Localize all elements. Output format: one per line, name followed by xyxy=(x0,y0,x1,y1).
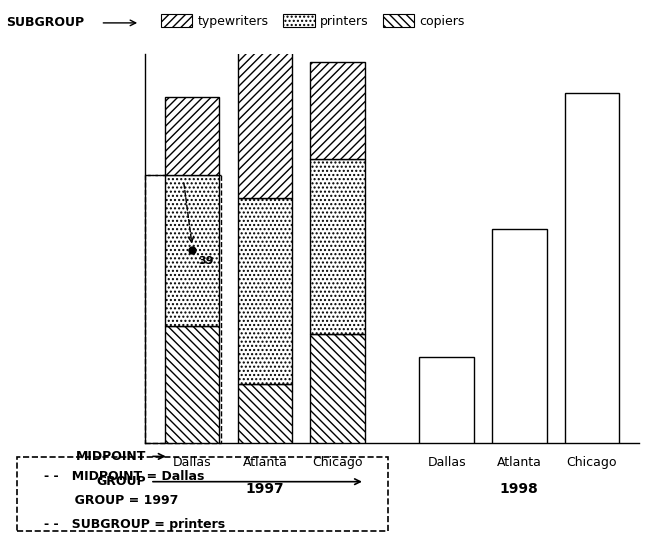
Text: 1997: 1997 xyxy=(246,482,284,496)
Text: Chicago: Chicago xyxy=(312,456,363,469)
Bar xyxy=(238,198,292,384)
Text: Atlanta: Atlanta xyxy=(243,456,287,469)
Text: - -   SUBGROUP = printers: - - SUBGROUP = printers xyxy=(43,518,225,531)
Text: Chicago: Chicago xyxy=(567,456,617,469)
Text: SUBGROUP: SUBGROUP xyxy=(7,16,85,29)
Bar xyxy=(238,0,292,198)
Legend: typewriters, printers, copiers: typewriters, printers, copiers xyxy=(161,14,465,28)
Bar xyxy=(492,229,546,443)
Bar xyxy=(165,97,219,174)
Bar xyxy=(145,174,221,443)
Text: 39: 39 xyxy=(198,256,214,266)
Bar xyxy=(419,357,474,443)
Text: MIDPOINT: MIDPOINT xyxy=(76,450,146,463)
Bar xyxy=(310,334,365,443)
Bar xyxy=(565,93,619,443)
Text: Dallas: Dallas xyxy=(427,456,466,469)
Bar xyxy=(165,326,219,443)
Text: - -   MIDPOINT = Dallas: - - MIDPOINT = Dallas xyxy=(43,470,204,483)
Text: 1998: 1998 xyxy=(500,482,538,496)
Text: GROUP: GROUP xyxy=(97,475,146,488)
Text: Dallas: Dallas xyxy=(173,456,212,469)
Bar xyxy=(238,384,292,443)
Bar xyxy=(310,159,365,334)
Bar xyxy=(165,174,219,326)
Text: GROUP = 1997: GROUP = 1997 xyxy=(43,494,178,507)
Bar xyxy=(310,62,365,159)
Text: Atlanta: Atlanta xyxy=(497,456,542,469)
